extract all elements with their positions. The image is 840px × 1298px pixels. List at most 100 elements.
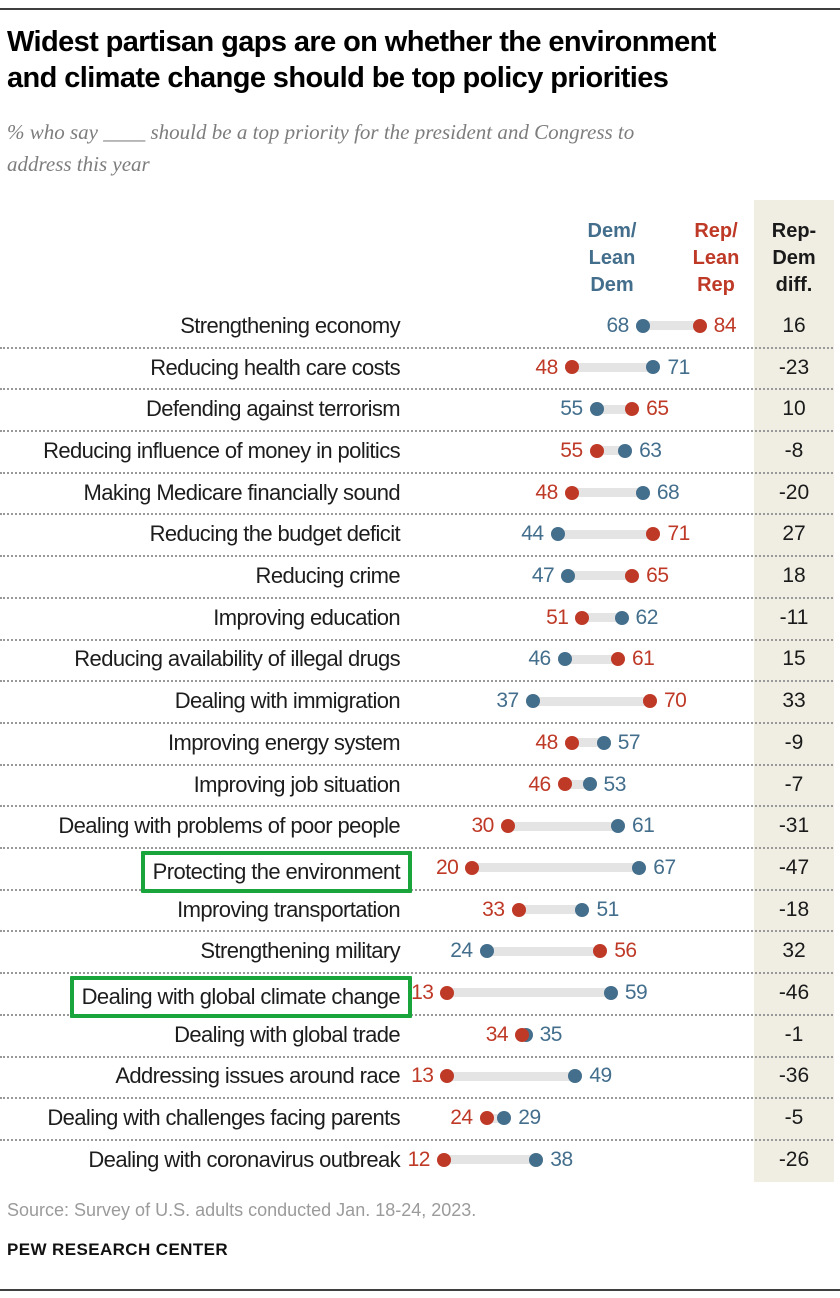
row-label: Strengthening military	[200, 938, 400, 964]
row-label: Improving transportation	[177, 896, 400, 922]
value-label-right: 49	[589, 1064, 612, 1088]
value-label-right: 67	[653, 855, 676, 879]
diff-column-background	[754, 200, 834, 1182]
value-label-left: 37	[496, 689, 519, 713]
dem-dot	[596, 735, 611, 750]
dem-dot	[479, 944, 494, 959]
rep-dot	[479, 1111, 494, 1126]
value-label-right: 61	[631, 647, 655, 671]
diff-value: -26	[778, 1147, 810, 1171]
dem-dot	[525, 694, 540, 709]
dem-dot	[550, 527, 565, 542]
value-label-left: 48	[535, 730, 558, 754]
row-label: Defending against terrorism	[145, 396, 401, 422]
dumbbell-track	[486, 946, 601, 956]
value-label-right: 71	[667, 355, 690, 379]
value-label-left: 48	[535, 480, 558, 504]
value-label-right: 53	[603, 772, 627, 796]
diff-value: -31	[778, 814, 810, 838]
value-label-left: 55	[560, 438, 583, 462]
value-label-right: 56	[614, 939, 637, 963]
value-label-left: 68	[606, 313, 629, 337]
diff-value: -1	[784, 1022, 804, 1046]
column-header-rep: Rep/ Lean Rep	[692, 220, 740, 296]
diff-value: -7	[784, 772, 804, 796]
dumbbell-track	[571, 488, 643, 498]
value-label-left: 47	[531, 564, 555, 588]
value-label-left: 12	[407, 1147, 431, 1171]
diff-value: 15	[782, 647, 806, 671]
rep-dot	[575, 610, 590, 625]
table-row: Dealing with global trade 34 35 -1	[0, 1014, 833, 1058]
dem-dot	[529, 1152, 544, 1167]
row-label: Dealing with coronavirus outbreak	[88, 1146, 400, 1172]
rep-dot	[564, 360, 579, 375]
dem-dot	[561, 568, 576, 583]
value-label-left: 34	[485, 1022, 509, 1046]
column-header-dem: Dem/ Lean Dem	[587, 220, 637, 296]
rep-dot	[440, 985, 455, 1000]
table-row: Reducing health care costs 48 71 -23	[0, 347, 833, 391]
table-row: Reducing the budget deficit 44 71 27	[0, 514, 833, 558]
value-label-left: 46	[528, 772, 551, 796]
value-label-left: 55	[560, 397, 583, 421]
table-row: Reducing influence of money in politics 5…	[0, 430, 833, 474]
table-row: Dealing with immigration 37 70 33	[0, 680, 833, 724]
row-label: Reducing influence of money in politics	[43, 437, 401, 463]
table-row: Reducing availability of illegal drugs 46…	[0, 639, 833, 683]
table-row: Improving job situation 46 53 -7	[0, 764, 833, 808]
rep-dot	[465, 860, 480, 875]
top-rule	[0, 8, 840, 10]
table-row: Reducing crime 47 65 18	[0, 555, 833, 599]
rep-dot	[511, 902, 526, 917]
table-row: Making Medicare financially sound 48 68 -20	[0, 472, 833, 516]
value-label-right: 35	[539, 1022, 563, 1046]
rep-dot	[642, 694, 657, 709]
row-label: Addressing issues around race	[115, 1063, 400, 1089]
diff-value: -11	[779, 605, 809, 629]
dumbbell-track	[582, 613, 622, 623]
dumbbell-track	[443, 1155, 537, 1165]
page-title: Widest partisan gaps are on whether the …	[7, 26, 716, 94]
value-label-right: 65	[646, 397, 669, 421]
value-label-right: 62	[635, 605, 659, 629]
table-row: Improving transportation 33 51 -18	[0, 889, 833, 933]
value-label-left: 48	[535, 355, 558, 379]
value-label-right: 59	[624, 981, 648, 1005]
row-label: Reducing health care costs	[150, 354, 400, 380]
dem-dot	[610, 819, 625, 834]
row-label: Dealing with immigration	[174, 688, 401, 714]
value-label-left: 20	[435, 855, 459, 879]
value-label-right: 65	[646, 564, 669, 588]
value-label-left: 13	[411, 981, 434, 1005]
rep-dot	[610, 652, 625, 667]
row-label: Strengthening economy	[180, 312, 400, 338]
dumbbell-track	[447, 1071, 576, 1081]
dumbbell-track	[532, 696, 650, 706]
diff-value: 32	[782, 939, 806, 963]
rep-dot	[440, 1069, 455, 1084]
dem-dot	[603, 985, 618, 1000]
value-label-left: 46	[528, 647, 551, 671]
value-label-right: 71	[667, 522, 690, 546]
dem-dot	[635, 318, 650, 333]
value-label-left: 30	[471, 814, 495, 838]
table-row: Protecting the environment 20 67 -47	[0, 847, 833, 894]
row-label: Reducing availability of illegal drugs	[74, 646, 400, 672]
dumbbell-track	[564, 654, 618, 664]
rep-dot	[564, 735, 579, 750]
value-label-right: 57	[617, 730, 641, 754]
value-label-right: 38	[550, 1147, 573, 1171]
rep-dot	[564, 485, 579, 500]
dem-dot	[497, 1111, 512, 1126]
rep-dot	[692, 318, 707, 333]
dem-dot	[589, 402, 604, 417]
dumbbell-track	[472, 863, 640, 873]
rep-dot	[625, 568, 640, 583]
diff-value: 27	[782, 522, 806, 546]
diff-value: 10	[782, 397, 806, 421]
table-row: Dealing with coronavirus outbreak 12 38 -26	[0, 1139, 833, 1181]
dumbbell-track	[557, 529, 654, 539]
value-label-left: 24	[450, 1106, 473, 1130]
dumbbell-track	[568, 571, 633, 581]
